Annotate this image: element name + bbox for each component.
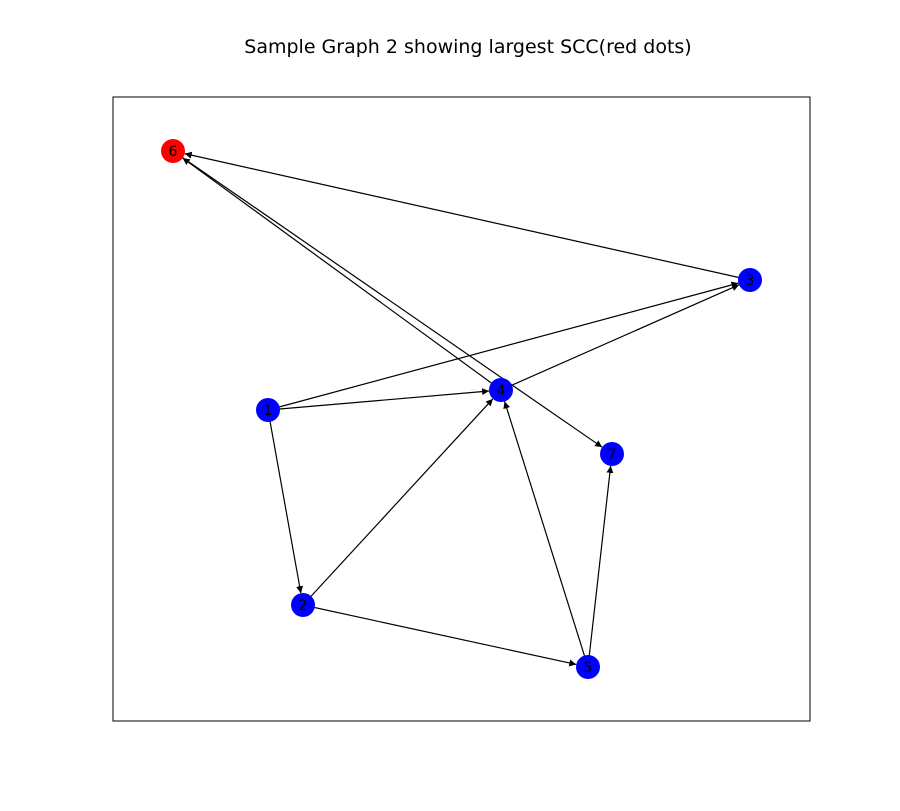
edges-layer <box>172 150 751 668</box>
plot-frame <box>112 96 811 722</box>
node-6: 6 <box>161 139 185 163</box>
node-5: 5 <box>576 655 600 679</box>
node-dot <box>738 268 762 292</box>
node-label: 7 <box>608 447 617 463</box>
edge-1-to-4 <box>267 388 490 411</box>
nodes-layer: 1 2 3 4 5 6 7 <box>161 139 762 679</box>
node-7: 7 <box>600 442 624 466</box>
node-label: 2 <box>299 598 308 614</box>
edge-4-to-6 <box>182 157 502 391</box>
edge-6-to-7 <box>172 150 603 448</box>
edge-1-to-2 <box>267 409 304 594</box>
node-3: 3 <box>738 268 762 292</box>
edge-2-to-4 <box>302 398 494 606</box>
node-dot <box>576 655 600 679</box>
graph-title: Sample Graph 2 showing largest SCC(red d… <box>244 36 692 58</box>
node-4: 4 <box>489 378 513 402</box>
node-dot <box>161 139 185 163</box>
node-label: 6 <box>169 144 178 160</box>
node-label: 4 <box>497 383 506 399</box>
edge-5-to-7 <box>587 465 614 668</box>
edge-1-to-3 <box>267 281 739 411</box>
edge-5-to-4 <box>503 401 589 668</box>
edge-4-to-3 <box>500 284 740 391</box>
node-label: 3 <box>746 273 755 289</box>
node-dot <box>600 442 624 466</box>
node-label: 1 <box>264 403 273 419</box>
node-label: 5 <box>584 660 593 676</box>
node-dot <box>291 593 315 617</box>
edge-2-to-5 <box>302 604 577 667</box>
node-2: 2 <box>291 593 315 617</box>
node-dot <box>489 378 513 402</box>
node-dot <box>256 398 280 422</box>
node-1: 1 <box>256 398 280 422</box>
edge-3-to-6 <box>184 151 751 281</box>
